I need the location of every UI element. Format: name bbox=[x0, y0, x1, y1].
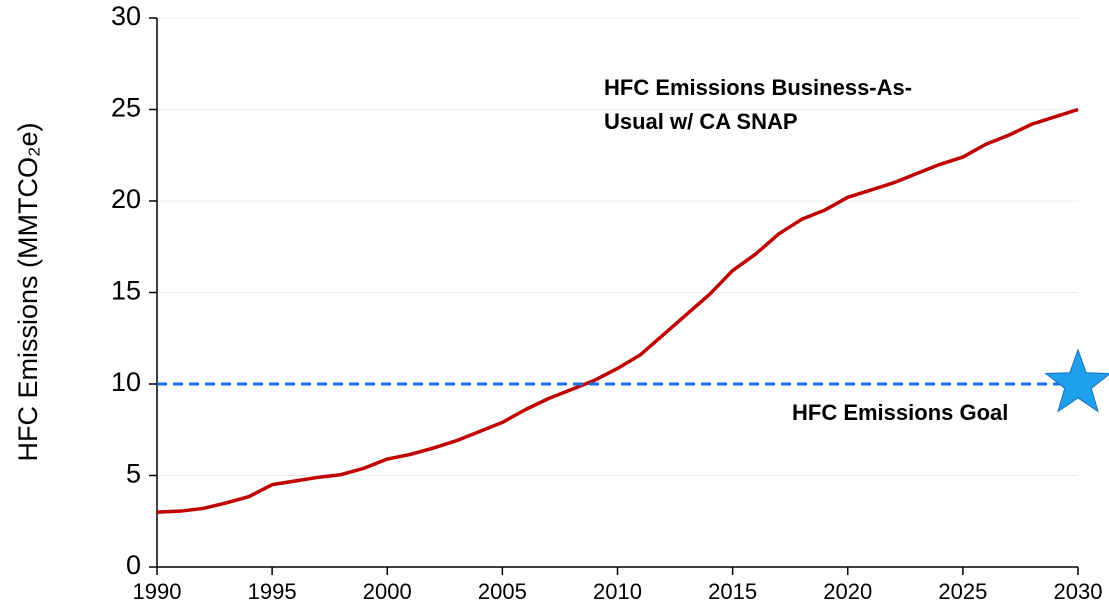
x-tick-label: 2030 bbox=[1054, 579, 1103, 604]
y-tick-label: 30 bbox=[111, 1, 141, 31]
goal-label: HFC Emissions Goal bbox=[792, 400, 1008, 425]
y-axis-label: HFC Emissions (MMTCO₂e) bbox=[13, 123, 43, 462]
x-tick-label: 2010 bbox=[593, 579, 642, 604]
y-tick-label: 5 bbox=[126, 459, 141, 489]
x-tick-label: 2000 bbox=[363, 579, 412, 604]
x-tick-label: 2025 bbox=[938, 579, 987, 604]
series-annotation: HFC Emissions Business-As- bbox=[604, 75, 912, 100]
y-tick-label: 20 bbox=[111, 184, 141, 214]
series-annotation: Usual w/ CA SNAP bbox=[604, 109, 798, 134]
x-tick-label: 1990 bbox=[133, 579, 182, 604]
goal-star bbox=[1044, 348, 1109, 413]
y-tick-label: 25 bbox=[111, 93, 141, 123]
data-line bbox=[156, 107, 1079, 514]
y-tick-label: 0 bbox=[126, 550, 141, 580]
x-tick-label: 2015 bbox=[708, 579, 757, 604]
x-tick-label: 2005 bbox=[478, 579, 527, 604]
x-tick-label: 2020 bbox=[823, 579, 872, 604]
y-tick-label: 10 bbox=[111, 367, 141, 397]
x-tick-label: 1995 bbox=[248, 579, 297, 604]
y-tick-label: 15 bbox=[111, 276, 141, 306]
